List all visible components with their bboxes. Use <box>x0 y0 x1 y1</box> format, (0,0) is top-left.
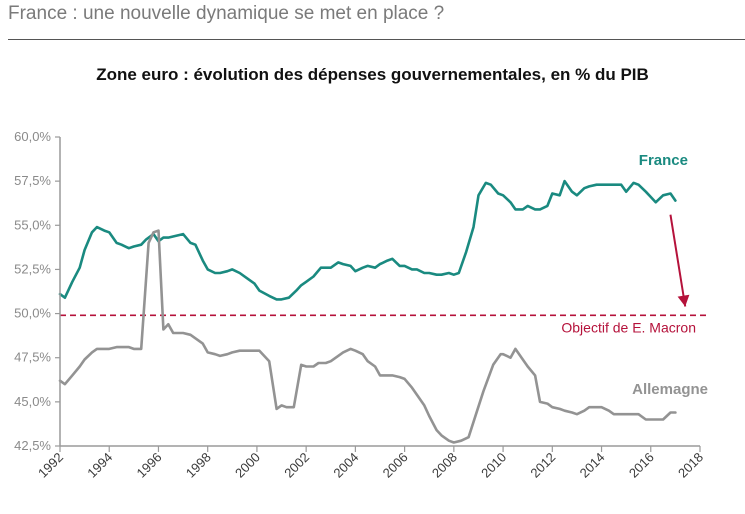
reference-line-label: Objectif de E. Macron <box>561 319 696 335</box>
x-tick-label: 1994 <box>84 450 115 481</box>
arrow-shaft <box>669 214 687 307</box>
y-tick-label: 57,5% <box>14 173 51 188</box>
y-tick-label: 42,5% <box>14 438 51 453</box>
title-divider <box>8 39 745 40</box>
y-tick-label: 55,0% <box>14 217 51 232</box>
x-tick-label: 1998 <box>183 450 214 481</box>
series-label-allemagne: Allemagne <box>632 381 708 398</box>
x-tick-label: 2014 <box>577 450 608 481</box>
y-tick-label: 45,0% <box>14 394 51 409</box>
arrow-head <box>677 294 690 307</box>
x-tick-label: 2018 <box>675 450 706 481</box>
x-tick-label: 1992 <box>35 450 66 481</box>
x-tick-label: 2006 <box>380 450 411 481</box>
page-title: France : une nouvelle dynamique se met e… <box>8 3 445 24</box>
x-tick-label: 2012 <box>527 450 558 481</box>
x-tick-label: 2002 <box>281 450 312 481</box>
x-tick-label: 2010 <box>478 450 509 481</box>
y-tick-label: 60,0% <box>14 129 51 144</box>
series-line-france <box>58 179 677 301</box>
y-tick-label: 47,5% <box>14 350 51 365</box>
x-tick-label: 1996 <box>134 450 165 481</box>
x-tick-label: 2008 <box>429 450 460 481</box>
y-tick-label: 52,5% <box>14 261 51 276</box>
x-tick-label: 2016 <box>626 450 657 481</box>
x-tick-label: 2000 <box>232 450 263 481</box>
chart-title: Zone euro : évolution des dépenses gouve… <box>96 65 649 84</box>
x-tick-label: 2004 <box>330 450 361 481</box>
y-tick-label: 50,0% <box>14 306 51 321</box>
series-line-allemagne <box>58 229 677 444</box>
series-label-france: France <box>639 152 688 169</box>
